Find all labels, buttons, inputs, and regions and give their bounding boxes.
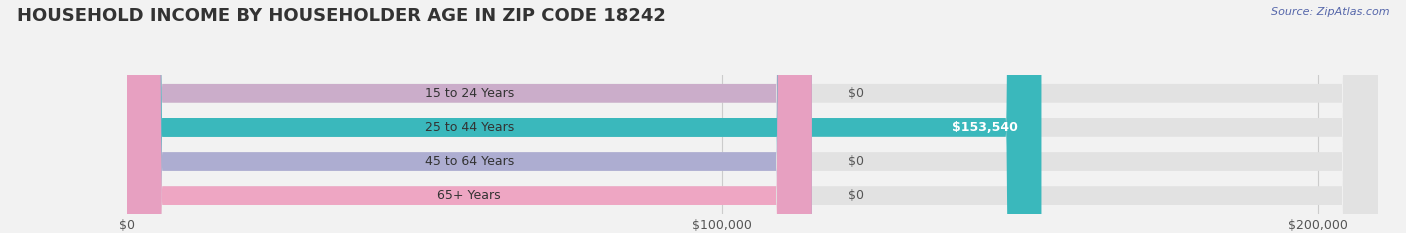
Text: $0: $0 [848,87,863,100]
FancyBboxPatch shape [127,0,1378,233]
Text: 25 to 44 Years: 25 to 44 Years [425,121,513,134]
Text: HOUSEHOLD INCOME BY HOUSEHOLDER AGE IN ZIP CODE 18242: HOUSEHOLD INCOME BY HOUSEHOLDER AGE IN Z… [17,7,666,25]
Text: $153,540: $153,540 [952,121,1018,134]
FancyBboxPatch shape [127,0,1378,233]
FancyBboxPatch shape [127,0,811,233]
FancyBboxPatch shape [127,0,811,233]
Text: 15 to 24 Years: 15 to 24 Years [425,87,513,100]
FancyBboxPatch shape [127,0,1042,233]
Text: $0: $0 [848,155,863,168]
Text: $0: $0 [848,189,863,202]
Text: 65+ Years: 65+ Years [437,189,501,202]
FancyBboxPatch shape [127,0,1378,233]
Text: Source: ZipAtlas.com: Source: ZipAtlas.com [1271,7,1389,17]
Text: 45 to 64 Years: 45 to 64 Years [425,155,513,168]
FancyBboxPatch shape [127,0,1378,233]
FancyBboxPatch shape [127,0,811,233]
FancyBboxPatch shape [127,0,811,233]
